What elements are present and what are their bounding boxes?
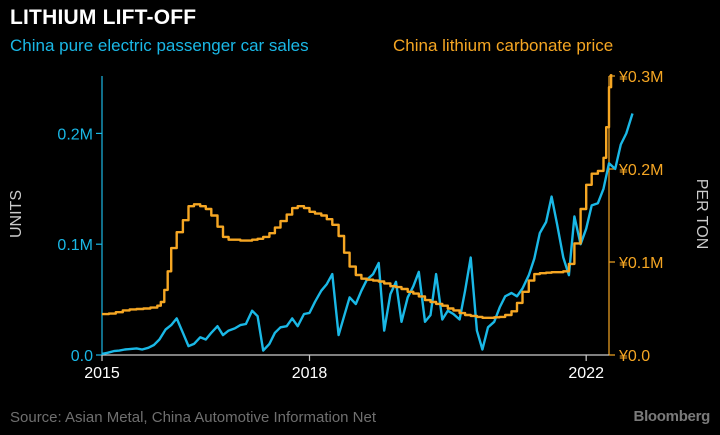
left-tick-label: 0.1M [57, 237, 93, 254]
x-tick-label: 2022 [568, 365, 604, 382]
left-tick-label: 0.0 [71, 348, 93, 365]
lithium-price-line [102, 74, 613, 319]
source-note: Source: Asian Metal, China Automotive In… [10, 409, 377, 426]
left-tick-label: 0.2M [57, 126, 93, 143]
ev-sales-line [101, 113, 634, 356]
legend-ev-sales: China pure electric passenger car sales [10, 36, 309, 55]
bloomberg-logo: Bloomberg [633, 408, 711, 425]
right-axis-title: PER TON [693, 179, 710, 250]
x-tick-label: 2018 [292, 365, 328, 382]
right-tick-label: ¥0.0 [618, 348, 650, 365]
chart-title: LITHIUM LIFT-OFF [10, 6, 197, 29]
right-tick-label: ¥0.2M [618, 162, 663, 179]
x-tick-label: 2015 [84, 365, 120, 382]
right-tick-label: ¥0.1M [618, 255, 663, 272]
left-axis-title: UNITS [8, 190, 25, 238]
right-tick-label: ¥0.3M [618, 69, 663, 86]
legend-lithium-price: China lithium carbonate price [393, 36, 614, 55]
